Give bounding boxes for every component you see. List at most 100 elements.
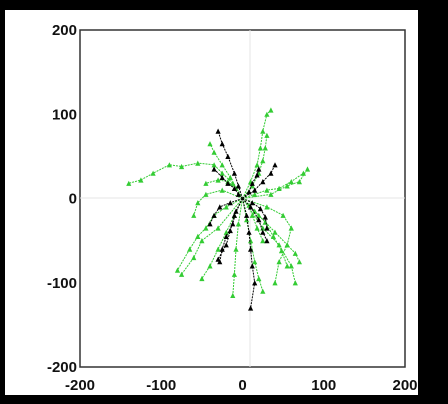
track-point: [203, 180, 209, 186]
track-point: [296, 179, 302, 185]
track-point: [268, 191, 274, 197]
track-point: [215, 225, 221, 231]
track-point: [150, 170, 156, 176]
track-point: [284, 263, 290, 269]
track-point: [262, 145, 268, 151]
track-point: [179, 163, 185, 170]
track-point: [231, 170, 237, 176]
y-tick-label: 200: [52, 22, 77, 39]
track-point: [179, 271, 185, 277]
track-point: [233, 246, 239, 252]
track-point: [203, 225, 209, 231]
track-point: [249, 180, 255, 186]
track-line: [128, 162, 243, 199]
track-point: [235, 191, 241, 197]
track-point: [191, 212, 197, 218]
track-point: [227, 200, 233, 206]
track-point: [215, 246, 221, 252]
track-point: [254, 225, 260, 231]
track-point: [203, 191, 209, 197]
track-point: [211, 212, 217, 218]
track-point: [264, 225, 270, 231]
track-point: [207, 141, 213, 147]
track-point: [195, 200, 201, 206]
track-point: [296, 259, 302, 265]
track-point: [223, 233, 229, 239]
track-line: [242, 172, 304, 199]
track-point: [248, 204, 254, 210]
track-point: [244, 217, 250, 223]
y-tick-label: -100: [47, 275, 77, 292]
track-point: [276, 259, 282, 265]
track-point: [268, 107, 274, 113]
track-point: [280, 212, 286, 218]
track-point: [260, 128, 266, 134]
track-point: [276, 242, 282, 248]
track-point: [227, 174, 233, 180]
track-point: [230, 292, 236, 298]
tracks-layer: [126, 107, 311, 311]
track-line: [217, 130, 243, 199]
track-point: [257, 206, 263, 212]
track-point: [207, 263, 213, 269]
x-tick-label: 200: [392, 377, 417, 394]
track-point: [284, 242, 290, 248]
track-point: [260, 158, 266, 164]
track-point: [257, 145, 263, 151]
track-point: [284, 183, 290, 189]
track-point: [288, 179, 294, 185]
track-point: [215, 177, 221, 183]
track-point: [219, 162, 225, 168]
track-point: [246, 229, 252, 235]
track-point: [211, 149, 217, 155]
track-point: [199, 238, 205, 244]
ticks-layer: 200 100 0 -100 -200-200 -100 0 100 200: [47, 22, 418, 394]
track-point: [219, 187, 225, 193]
track-point: [292, 250, 298, 256]
track-line: [242, 198, 268, 229]
track-point: [199, 275, 205, 282]
track-point: [260, 238, 266, 244]
track-point: [264, 111, 270, 117]
x-tick-label: -200: [65, 377, 95, 394]
track-point: [292, 280, 298, 286]
track-point: [235, 221, 241, 227]
track-point: [174, 267, 181, 273]
track-point: [195, 233, 201, 239]
track-point: [126, 180, 132, 186]
track-point: [187, 246, 193, 252]
track-point: [288, 263, 294, 269]
track-point: [233, 208, 239, 214]
track-point: [248, 305, 254, 311]
track-point: [249, 200, 255, 206]
track-point: [260, 179, 266, 185]
y-tick-label: 100: [52, 106, 77, 123]
track-point: [264, 238, 270, 244]
track-point: [223, 229, 229, 235]
track-point: [225, 180, 231, 186]
y-tick-label: 0: [69, 191, 77, 208]
track-point: [246, 189, 252, 195]
track-line: [242, 168, 308, 199]
track-point: [223, 204, 229, 210]
track-point: [256, 275, 262, 282]
track-point: [252, 208, 258, 214]
track-point: [264, 204, 270, 210]
track-point: [225, 153, 231, 159]
track-point: [231, 212, 237, 218]
track-point: [217, 204, 223, 210]
track-point: [260, 288, 266, 294]
track-point: [249, 212, 255, 218]
track-point: [254, 162, 260, 168]
track-point: [304, 166, 311, 172]
track-point: [264, 187, 270, 193]
track-point: [191, 254, 197, 261]
x-tick-label: -100: [146, 377, 176, 394]
track-point: [254, 172, 260, 178]
series-0: [126, 107, 311, 298]
track-point: [272, 162, 278, 168]
track-point: [219, 174, 225, 180]
track-point: [219, 141, 225, 147]
track-line: [242, 198, 268, 241]
